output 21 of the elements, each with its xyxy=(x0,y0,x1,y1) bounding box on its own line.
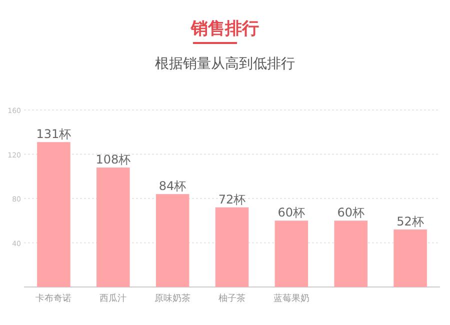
data-label: 72杯 xyxy=(218,192,246,206)
bar xyxy=(156,194,190,287)
chart-title: 销售排行 xyxy=(190,19,259,39)
x-tick-label: 卡布奇诺 xyxy=(36,293,72,304)
data-label: 52杯 xyxy=(396,214,424,228)
bar xyxy=(215,207,249,287)
x-tick-label: 蓝莓果奶 xyxy=(273,293,310,304)
bar xyxy=(394,229,427,287)
data-label: 60杯 xyxy=(337,206,364,220)
chart-subtitle: 根据销量从高到低排行 xyxy=(155,56,295,72)
x-tick-label: 西瓜汁 xyxy=(100,293,127,304)
x-tick-label: 原味奶茶 xyxy=(154,293,191,304)
data-label: 131杯 xyxy=(36,127,72,142)
x-tick-label: 柚子茶 xyxy=(218,293,246,304)
data-label: 60杯 xyxy=(278,206,306,220)
bar xyxy=(37,142,70,287)
bar xyxy=(334,220,368,287)
bar xyxy=(274,220,308,287)
bar xyxy=(96,168,130,287)
data-label: 108杯 xyxy=(96,152,131,167)
data-label: 84杯 xyxy=(158,179,186,194)
